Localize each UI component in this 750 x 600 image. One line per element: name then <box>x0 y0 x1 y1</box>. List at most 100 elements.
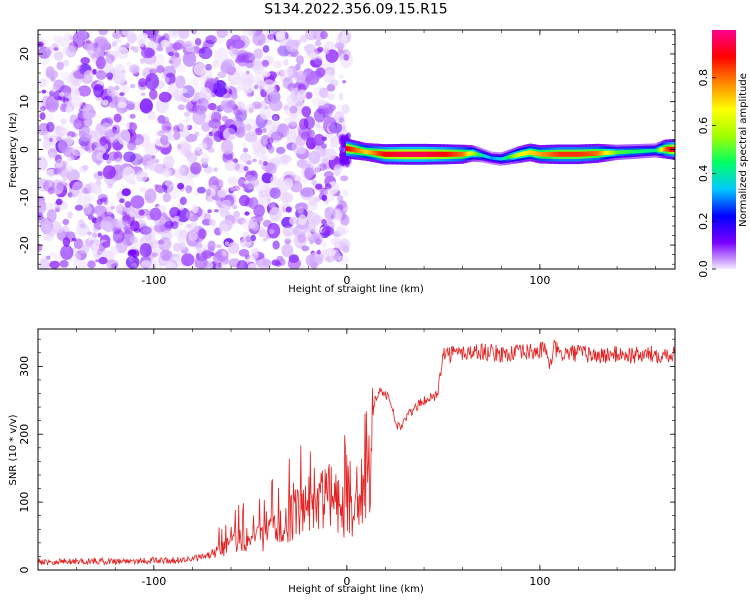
noise-blob <box>280 155 293 164</box>
noise-blob <box>93 42 99 48</box>
noise-blob <box>110 90 119 97</box>
noise-blob <box>105 201 114 211</box>
noise-blob <box>311 215 324 224</box>
noise-blob <box>60 118 67 125</box>
noise-blob <box>62 237 71 247</box>
noise-blob <box>254 143 264 154</box>
noise-blob <box>138 38 146 48</box>
noise-blob <box>231 39 245 49</box>
noise-blob <box>96 198 103 205</box>
noise-blob <box>83 183 92 195</box>
noise-blob <box>45 255 51 260</box>
noise-blob <box>38 156 48 171</box>
noise-blob <box>38 78 49 87</box>
noise-blob <box>322 103 334 118</box>
noise-blob <box>115 204 125 215</box>
ridge-cell <box>579 151 582 157</box>
noise-blob <box>139 243 152 258</box>
noise-blob <box>273 60 282 69</box>
noise-blob <box>226 211 231 215</box>
noise-blob <box>282 170 296 182</box>
colorbar-tick-label: 0.4 <box>697 165 710 183</box>
noise-blob <box>215 248 229 262</box>
ridge-cell <box>458 151 460 157</box>
noise-blob <box>140 92 146 96</box>
ridge-cell <box>502 156 505 161</box>
noise-blob <box>195 146 200 152</box>
noise-blob <box>194 131 200 137</box>
x-tick-label: 0 <box>343 274 350 287</box>
noise-blob <box>271 114 280 121</box>
noise-blob <box>311 179 318 186</box>
noise-blob <box>70 87 81 100</box>
noise-blob <box>283 59 289 66</box>
noise-blob <box>111 41 118 48</box>
noise-blob <box>129 64 140 74</box>
noise-blob <box>177 148 183 152</box>
noise-blob <box>72 121 83 129</box>
figure-title: S134.2022.356.09.15.R15 <box>264 2 447 18</box>
ridge-cell <box>495 157 498 161</box>
ridge-cell <box>450 151 452 157</box>
noise-blob <box>121 188 131 197</box>
noise-blob <box>39 255 52 265</box>
noise-blob <box>236 167 244 174</box>
noise-blob <box>186 102 193 109</box>
x-tick-label: -100 <box>141 575 166 588</box>
noise-blob <box>194 256 208 269</box>
noise-blob <box>248 107 254 114</box>
ridge-cell <box>543 152 546 157</box>
noise-blob <box>139 98 153 114</box>
noise-blob <box>98 256 108 265</box>
noise-blob <box>81 103 95 121</box>
noise-blob <box>144 232 153 242</box>
ridge-cell <box>447 151 450 157</box>
noise-blob <box>253 145 267 158</box>
noise-blob <box>114 157 123 164</box>
snr-panel: -100 0 100 0 100 200 300 Height of straight li… <box>8 328 676 595</box>
noise-blob <box>45 46 53 56</box>
ridge-cell <box>533 151 536 156</box>
snr-series-line <box>38 339 675 566</box>
noise-blob <box>321 226 335 237</box>
noise-blob <box>92 227 100 233</box>
noise-blob <box>128 255 134 262</box>
noise-blob <box>201 154 210 165</box>
noise-blob <box>315 40 322 47</box>
noise-blob <box>213 80 228 98</box>
noise-blob <box>162 116 170 125</box>
ridge-cell <box>536 151 539 156</box>
noise-blob <box>101 216 116 233</box>
noise-blob <box>335 224 349 236</box>
ridge-cell <box>374 150 377 156</box>
ridge-cell <box>571 151 574 157</box>
ridge-cell <box>620 150 623 155</box>
noise-blob <box>51 43 59 51</box>
ridge-cell <box>524 151 527 156</box>
noise-blob <box>144 142 158 156</box>
ridge-cell <box>568 151 571 157</box>
noise-blob <box>156 221 161 227</box>
noise-blob <box>252 32 266 47</box>
noise-blob <box>197 186 206 194</box>
noise-blob <box>287 257 302 269</box>
noise-blob <box>339 54 344 60</box>
noise-blob <box>305 73 320 86</box>
noise-blob <box>321 60 336 74</box>
ridge-cell <box>452 151 455 157</box>
noise-blob <box>149 207 162 221</box>
noise-blob <box>40 105 46 112</box>
noise-blob <box>79 223 86 229</box>
noise-blob <box>149 88 158 100</box>
noise-blob <box>224 160 236 172</box>
ridge-cell <box>574 151 577 157</box>
ridge-cell <box>390 151 393 157</box>
noise-blob <box>232 185 240 192</box>
noise-blob <box>309 51 319 61</box>
ridge-cell <box>621 150 624 154</box>
noise-blob <box>38 178 50 192</box>
noise-blob <box>139 186 147 193</box>
ridge-cell <box>420 151 423 157</box>
noise-blob <box>168 59 174 64</box>
noise-blob <box>253 48 263 60</box>
